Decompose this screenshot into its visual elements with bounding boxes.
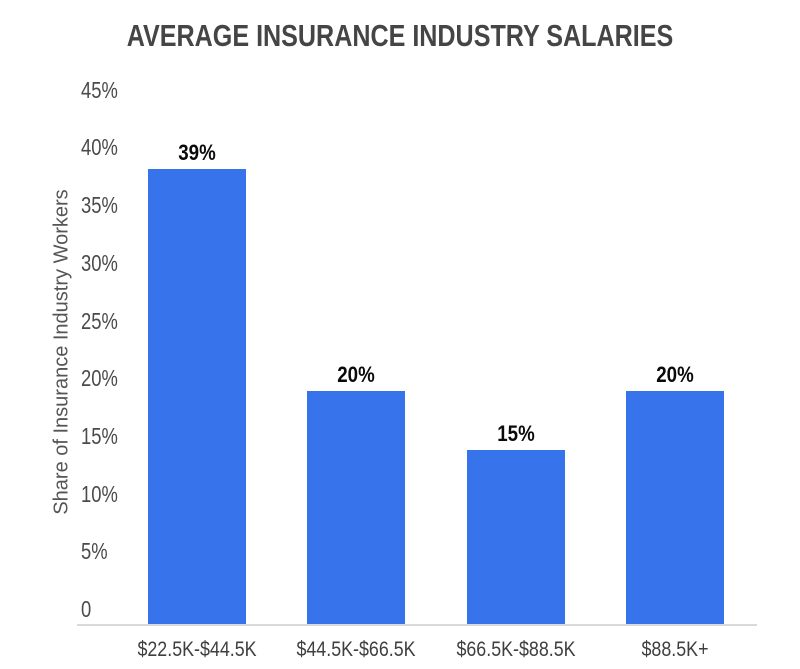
x-category-label: $66.5K-$88.5K — [456, 638, 576, 661]
y-tick-label: 10% — [81, 480, 118, 507]
y-axis-title: Share of Insurance Industry Workers — [50, 189, 73, 515]
y-tick-label: 35% — [81, 192, 118, 219]
y-tick-label: 15% — [81, 422, 118, 449]
y-tick-label: 40% — [81, 134, 118, 161]
bar-value-label: 15% — [496, 420, 535, 446]
x-category-label: $44.5K-$66.5K — [296, 638, 416, 661]
y-tick-label: 30% — [81, 249, 118, 276]
bar — [466, 449, 565, 625]
bar — [625, 391, 724, 625]
bar-value-label: 20% — [656, 362, 694, 387]
bar-value-label: 39% — [178, 139, 216, 165]
bar-value-label: 20% — [337, 362, 376, 387]
x-axis-line — [77, 624, 757, 626]
y-tick-label: 5% — [81, 538, 108, 565]
chart-title: AVERAGE INSURANCE INDUSTRY SALARIES — [126, 18, 674, 53]
x-category-label: $22.5K-$44.5K — [137, 638, 257, 661]
x-category-label: $88.5K+ — [641, 638, 709, 661]
y-tick-label: 25% — [81, 307, 118, 334]
y-tick-label: 20% — [81, 365, 118, 392]
y-tick-label: 45% — [81, 76, 118, 103]
bar — [148, 168, 246, 625]
y-tick-label: 0 — [81, 596, 92, 622]
bar — [307, 391, 406, 625]
